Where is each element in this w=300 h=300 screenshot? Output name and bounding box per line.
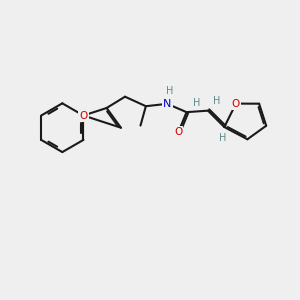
Text: H: H <box>193 98 201 108</box>
Text: O: O <box>79 110 88 121</box>
Text: N: N <box>163 99 171 109</box>
Text: H: H <box>219 133 226 143</box>
Text: O: O <box>232 99 240 109</box>
Text: H: H <box>166 86 173 96</box>
Text: O: O <box>174 128 182 137</box>
Text: H: H <box>213 96 220 106</box>
